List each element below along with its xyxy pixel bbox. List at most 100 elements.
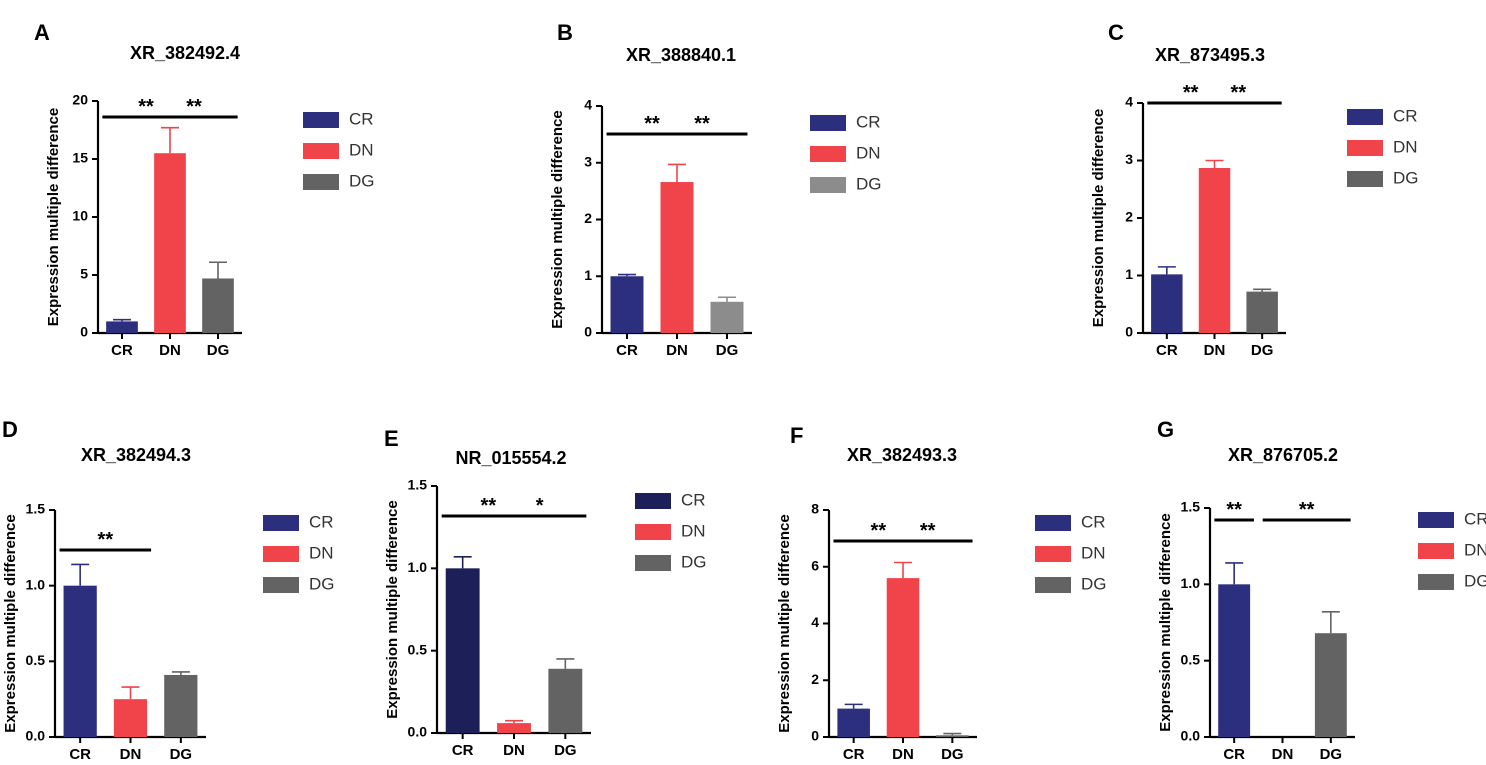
panel-g: G XR_876705.2 Expression multiple differen…	[1157, 417, 1486, 763]
legend-swatch-dn	[1035, 546, 1071, 562]
bar-dg	[1314, 633, 1347, 737]
y-tick-label: 2	[811, 671, 819, 687]
legend-swatch-dg	[1418, 574, 1454, 590]
panel-letter: C	[1108, 20, 1124, 45]
legend-label: DN	[1081, 543, 1106, 562]
significance-label: **	[98, 529, 114, 551]
y-tick-label: 20	[72, 92, 88, 108]
y-tick-label: 0	[80, 324, 88, 340]
y-tick-label: 1.5	[1181, 499, 1201, 515]
y-tick-label: 4	[1125, 94, 1133, 110]
y-tick-label: 0	[1125, 324, 1133, 340]
significance-label: **	[481, 495, 497, 517]
bar-dn	[113, 699, 148, 737]
legend-label: DG	[1081, 574, 1107, 593]
x-tick-label: DG	[716, 342, 739, 359]
legend-swatch-dn	[1418, 543, 1454, 559]
legend-swatch-dg	[810, 177, 846, 193]
bar-cr	[63, 585, 97, 737]
y-tick-label: 0.5	[26, 652, 46, 668]
y-tick-label: 3	[584, 153, 592, 169]
legend-label: DN	[681, 521, 706, 540]
y-axis-label: Expression multiple difference	[2, 514, 19, 732]
chart-title: NR_015554.2	[455, 448, 566, 468]
x-tick-label: CR	[616, 342, 638, 359]
legend-label: CR	[349, 109, 374, 128]
legend-swatch-cr	[635, 493, 671, 509]
y-tick-label: 1.5	[408, 477, 428, 493]
x-tick-label: DN	[1272, 746, 1294, 763]
legend-label: DN	[1393, 137, 1418, 156]
chart-title: XR_382493.3	[847, 445, 957, 465]
panel-letter: D	[2, 417, 18, 442]
panel-letter: A	[34, 20, 50, 45]
y-tick-label: 4	[811, 614, 819, 630]
x-tick-label: DG	[1251, 342, 1274, 359]
legend-label: CR	[1081, 512, 1106, 531]
legend-swatch-dn	[1347, 140, 1383, 156]
y-tick-label: 0.5	[408, 641, 428, 657]
y-tick-label: 10	[72, 208, 88, 224]
panel-c: C XR_873495.3 Expression multiple differen…	[1090, 20, 1419, 359]
legend-swatch-dn	[635, 524, 671, 540]
legend-label: DG	[349, 171, 375, 190]
y-tick-label: 0	[811, 728, 819, 744]
x-tick-label: DN	[159, 342, 181, 359]
y-tick-label: 0.0	[408, 724, 428, 740]
legend-label: DG	[856, 174, 882, 193]
x-tick-label: CR	[1223, 746, 1245, 763]
legend-swatch-dg	[263, 577, 299, 593]
legend-swatch-dn	[263, 546, 299, 562]
bar-dg	[548, 668, 583, 733]
y-axis-label: Expression multiple difference	[384, 500, 401, 718]
y-tick-label: 1.0	[1181, 575, 1201, 591]
bar-cr	[445, 568, 480, 733]
significance-label: **	[186, 96, 202, 118]
bar-dn	[154, 153, 186, 333]
bar-cr	[1151, 274, 1183, 333]
y-axis-label: Expression multiple difference	[1090, 109, 1107, 327]
bar-dg	[202, 278, 234, 333]
significance-label: **	[1231, 82, 1247, 104]
legend-swatch-dg	[1035, 577, 1071, 593]
legend-label: CR	[681, 490, 706, 509]
bar-cr	[106, 321, 138, 333]
significance-label: **	[1299, 499, 1315, 521]
x-tick-label: DN	[1204, 342, 1226, 359]
bar-cr	[610, 276, 644, 333]
legend-label: DG	[1464, 571, 1486, 590]
legend-swatch-cr	[263, 515, 299, 531]
significance-label: **	[1183, 82, 1199, 104]
x-tick-label: DN	[503, 742, 525, 759]
y-tick-label: 1	[584, 267, 592, 283]
x-tick-label: DN	[666, 342, 688, 359]
legend-label: DG	[1393, 168, 1419, 187]
bar-dg	[1246, 291, 1278, 333]
x-tick-label: CR	[69, 746, 91, 763]
x-tick-label: CR	[1156, 342, 1178, 359]
legend-label: CR	[1393, 106, 1418, 125]
y-tick-label: 4	[584, 97, 592, 113]
x-tick-label: DG	[554, 742, 577, 759]
significance-label: **	[871, 520, 887, 542]
x-tick-label: DG	[941, 746, 964, 763]
significance-label: **	[138, 96, 154, 118]
legend-label: DG	[309, 574, 335, 593]
legend-label: DN	[1464, 540, 1486, 559]
bar-dg	[164, 674, 198, 737]
x-tick-label: DG	[1320, 746, 1343, 763]
legend-swatch-dg	[303, 174, 339, 190]
significance-label: **	[1226, 499, 1242, 521]
panel-e: E NR_015554.2 Expression multiple differen…	[384, 426, 707, 759]
panel-d: D XR_382494.3 Expression multiple differen…	[2, 417, 335, 763]
y-axis-label: Expression multiple difference	[549, 110, 566, 328]
legend-label: DN	[856, 143, 881, 162]
bar-cr	[1218, 584, 1251, 737]
x-tick-label: DG	[170, 746, 193, 763]
y-tick-label: 5	[80, 266, 88, 282]
y-tick-label: 2	[1125, 209, 1133, 225]
y-tick-label: 1	[1125, 266, 1133, 282]
legend-swatch-dn	[810, 146, 846, 162]
panel-letter: E	[384, 426, 399, 451]
